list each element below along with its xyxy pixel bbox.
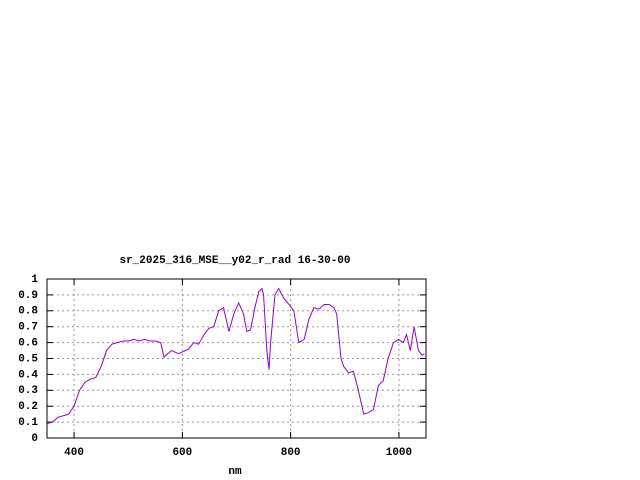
data-line (46, 287, 425, 425)
y-tick-label: 0.5 (18, 353, 38, 365)
x-tick-label: 400 (64, 447, 84, 459)
y-tick-label: 0.8 (18, 306, 38, 318)
x-tick-label: 600 (172, 447, 192, 459)
y-tick-label: 0.7 (18, 322, 38, 334)
x-tick-label: 1000 (386, 447, 412, 459)
chart-title: sr_2025_316_MSE__y02_r_rad 16-30-00 (119, 255, 350, 267)
y-tick-label: 1 (31, 274, 38, 286)
x-tick-label: 800 (281, 447, 301, 459)
y-tick-label: 0 (31, 433, 38, 445)
y-tick-label: 0.3 (18, 385, 38, 397)
y-tick-label: 0.2 (18, 401, 38, 413)
x-axis-label: nm (228, 466, 242, 478)
y-tick-label: 0.4 (18, 369, 38, 381)
y-tick-label: 0.1 (18, 417, 38, 429)
y-tick-label: 0.9 (18, 290, 38, 302)
y-tick-label: 0.6 (18, 338, 38, 350)
plot-border (46, 278, 427, 439)
